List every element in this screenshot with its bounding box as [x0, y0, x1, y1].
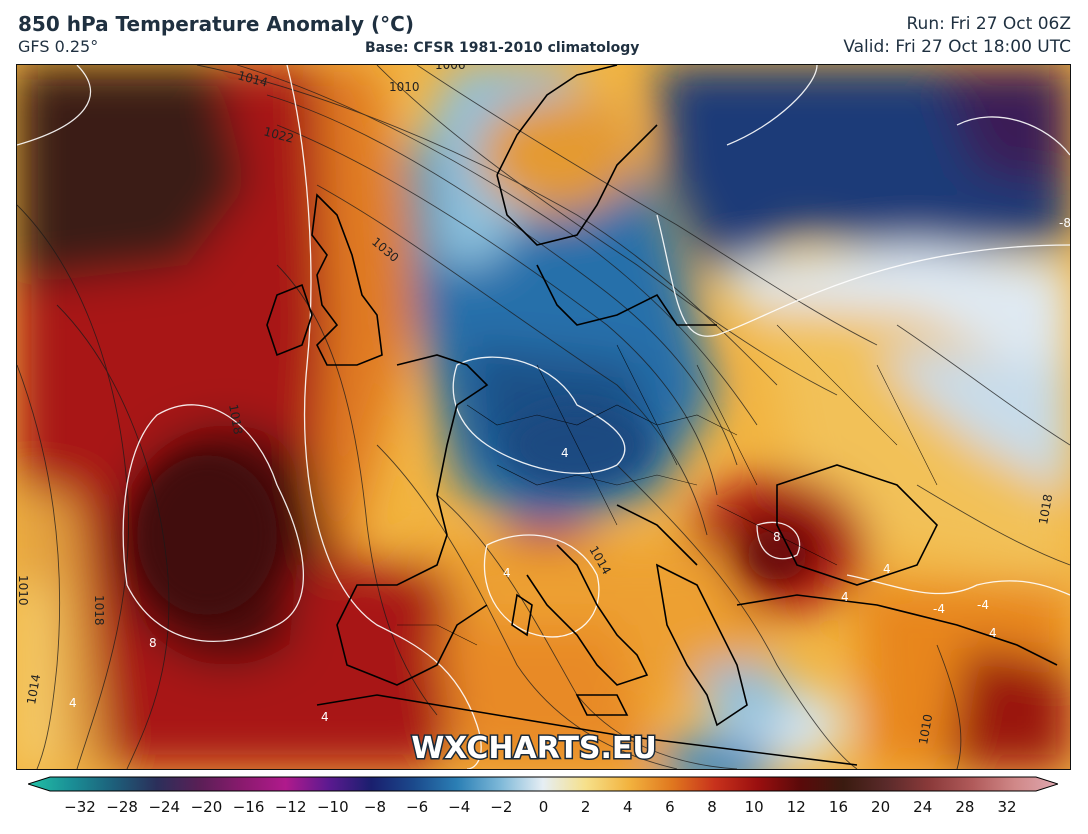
colorbar-tick-label: 8	[707, 798, 717, 816]
climatology-base-label: Base: CFSR 1981-2010 climatology	[365, 40, 640, 56]
anomaly-label: -4	[977, 598, 989, 612]
anomaly-label: 4	[883, 562, 891, 576]
colorbar-tick-label: 20	[871, 798, 891, 816]
colorbar-tick-label: −20	[190, 798, 223, 816]
colorbar-tick-label: −8	[363, 798, 387, 816]
colorbar-tick-label: −6	[406, 798, 429, 816]
colorbar-tick-label: 16	[828, 798, 848, 816]
colorbar-tick-label: 4	[622, 798, 633, 816]
colorbar-tick-label: −32	[64, 798, 96, 816]
colorbar	[28, 776, 1058, 792]
country-borders	[397, 324, 938, 646]
anomaly-label: 4	[989, 626, 997, 640]
anomaly-label: -8	[1059, 216, 1070, 230]
watermark-logo: WXCHARTS.EU	[411, 731, 657, 766]
isobar-label: 1010	[17, 575, 30, 606]
model-label: GFS 0.25°	[18, 37, 99, 56]
colorbar-tick-label: −10	[316, 798, 349, 816]
map-title: 850 hPa Temperature Anomaly (°C)	[18, 12, 414, 36]
run-time-label: Run: Fri 27 Oct 06Z	[906, 14, 1072, 34]
colorbar-strip	[28, 776, 1058, 792]
valid-time-label: Valid: Fri 27 Oct 18:00 UTC	[843, 37, 1071, 57]
anomaly-label: 4	[69, 696, 77, 710]
map-canvas: 1014 1022 1010 1006 1030 1018 1010 1014 …	[17, 65, 1070, 769]
anomaly-label: 4	[503, 566, 511, 580]
isobar-label: 1018	[226, 403, 245, 436]
anomaly-label-group: 8 4 8 4 4 -4 4 4 -4 4 -8 4	[69, 216, 1070, 724]
anomaly-label: 4	[561, 446, 569, 460]
anomaly-label: -4	[933, 602, 945, 616]
anomaly-label: 8	[149, 636, 157, 650]
anomaly-label: 8	[773, 530, 781, 544]
isobar-label: 1018	[92, 595, 106, 626]
anomaly-contours	[17, 65, 1070, 769]
colorbar-tick-label: 12	[786, 798, 806, 816]
coastlines	[266, 65, 1058, 766]
isobar-label: 1010	[389, 80, 420, 94]
isobar-label: 1014	[24, 673, 43, 706]
colorbar-tick-label: 24	[913, 798, 933, 816]
anomaly-label: 4	[841, 590, 849, 604]
colorbar-tick-label: 0	[538, 798, 549, 816]
colorbar-tick-label: −12	[274, 798, 307, 816]
anomaly-map: 1014 1022 1010 1006 1030 1018 1010 1014 …	[16, 64, 1071, 770]
isobar-label: 1018	[1036, 493, 1055, 526]
colorbar-tick-label: −4	[448, 798, 471, 816]
colorbar-tick-label: −24	[148, 798, 181, 816]
isobar-label: 1010	[916, 713, 935, 746]
colorbar-tick-label: 28	[955, 798, 975, 816]
colorbar-tick-label: 10	[744, 798, 764, 816]
anomaly-label: 4	[321, 710, 329, 724]
colorbar-tick-label: 6	[665, 798, 675, 816]
colorbar-tick-label: 2	[580, 798, 591, 816]
colorbar-tick-label: −16	[232, 798, 265, 816]
colorbar-tick-label: −2	[490, 798, 513, 816]
colorbar-tick-label: −28	[106, 798, 138, 816]
colorbar-tick-label: 32	[997, 798, 1017, 816]
isobar-label: 1006	[435, 65, 466, 72]
